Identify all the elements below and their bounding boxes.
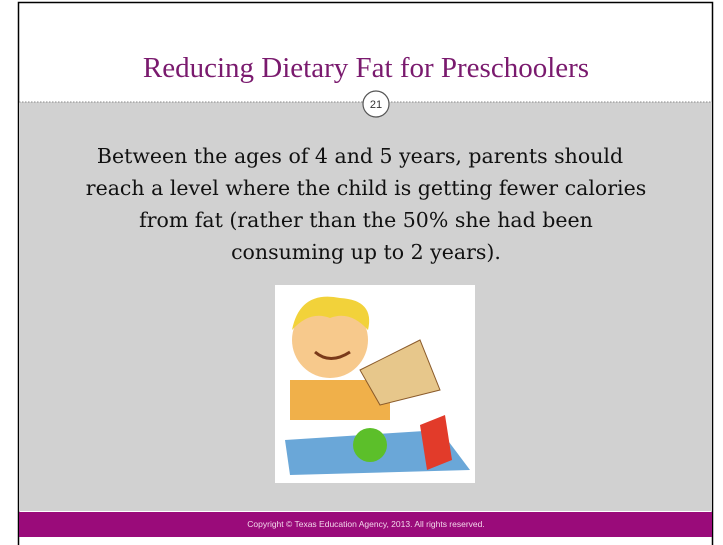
clipart <box>275 285 475 483</box>
body-line: from fat (rather than the 50% she had be… <box>139 208 593 232</box>
slide-title: Reducing Dietary Fat for Preschoolers <box>143 52 589 84</box>
copyright: Copyright © Texas Education Agency, 2013… <box>247 519 484 529</box>
body-line: Between the ages of 4 and 5 years, paren… <box>97 144 623 168</box>
slide: Reducing Dietary Fat for Preschoolers 21… <box>0 0 723 545</box>
body-line: consuming up to 2 years). <box>231 240 501 264</box>
slide-number: 21 <box>370 99 382 111</box>
body-line: reach a level where the child is getting… <box>86 176 646 200</box>
